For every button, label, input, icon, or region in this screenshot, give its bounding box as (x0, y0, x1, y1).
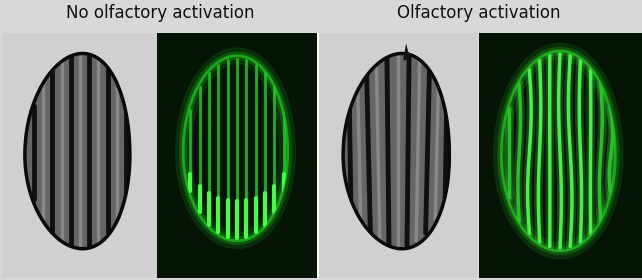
Polygon shape (343, 53, 449, 249)
Text: No olfactory activation: No olfactory activation (65, 4, 254, 22)
Text: Olfactory activation: Olfactory activation (397, 4, 560, 22)
Bar (479, 33, 642, 278)
Bar (157, 33, 317, 278)
Bar (2, 33, 157, 278)
Bar (317, 33, 319, 278)
Polygon shape (403, 44, 410, 61)
Bar (319, 33, 477, 278)
Polygon shape (25, 53, 130, 249)
